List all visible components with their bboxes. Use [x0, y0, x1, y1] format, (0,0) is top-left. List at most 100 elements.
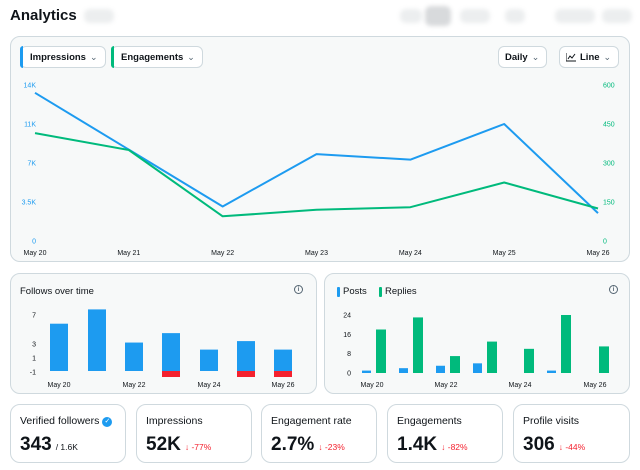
posts-bar — [547, 370, 556, 373]
blurred-control — [505, 9, 525, 23]
impressions-swatch — [20, 46, 23, 68]
y-tick: 1 — [32, 356, 36, 363]
y-left-tick: 3.5K — [22, 200, 37, 207]
stat-engagement-rate[interactable]: Engagement rate 2.7% ↓ -23% — [261, 404, 377, 463]
stat-value: 2.7% — [271, 434, 315, 455]
main-line-chart: 0 0 3.5K 150 7K 300 11K 450 14K 600 May 20 May 21 Ma… — [22, 83, 615, 258]
replies-bar — [487, 341, 497, 373]
stat-verified-followers[interactable]: Verified followers ✓ 343/ 1.6K — [10, 404, 126, 463]
stat-profile-visits[interactable]: Profile visits 306 ↓ -44% — [513, 404, 630, 463]
unfollows-bar — [274, 371, 292, 377]
series-line-engagements — [34, 132, 599, 218]
x-tick: May 24 — [198, 382, 221, 389]
follows-bar — [162, 333, 180, 371]
blurred-control — [425, 6, 451, 26]
x-tick: May 26 — [272, 382, 295, 389]
follows-bar — [50, 323, 68, 371]
header: Analytics — [0, 0, 640, 34]
main-chart-card: Impressions ⌄ Engagements ⌄ Daily ⌄ Line… — [10, 36, 630, 262]
stat-change: ↓ -82% — [441, 442, 468, 452]
replies-bar — [599, 346, 609, 373]
x-tick: May 26 — [584, 382, 607, 389]
y-left-tick: 14K — [24, 83, 37, 90]
stat-value: 1.4K — [397, 434, 438, 455]
stat-change: ↓ -23% — [318, 442, 345, 452]
x-tick: May 24 — [509, 382, 532, 389]
x-tick: May 22 — [435, 382, 458, 389]
y-right-tick: 450 — [603, 122, 615, 129]
y-right-tick: 150 — [603, 200, 615, 207]
y-tick: 7 — [32, 313, 36, 320]
blurred-control — [555, 9, 595, 23]
stat-label: Profile visits — [523, 415, 580, 427]
series-line-impressions — [34, 91, 599, 214]
stat-change: ↓ -77% — [184, 442, 212, 452]
follows-card-title: Follows over time — [20, 286, 94, 297]
chart-type-label: Line — [580, 51, 600, 63]
metric1-label: Impressions — [30, 51, 86, 63]
replies-bar — [376, 329, 386, 373]
x-tick: May 22 — [123, 382, 146, 389]
chevron-down-icon: ⌄ — [603, 51, 612, 62]
posts-swatch — [337, 286, 340, 297]
stat-change: ↓ -44% — [558, 442, 586, 452]
metric2-label: Engagements — [121, 51, 184, 63]
follows-card: Follows over time i -1 1 3 7 May 20 May 22 May… — [10, 273, 317, 394]
blurred-control — [400, 9, 422, 23]
unfollows-bar — [237, 371, 255, 377]
y-tick: 0 — [347, 371, 351, 378]
metric2-dropdown[interactable]: Engagements ⌄ — [111, 46, 203, 68]
replies-bar — [524, 348, 534, 373]
engagements-swatch — [111, 46, 114, 68]
posts-card: Posts Replies i 0 8 16 24 May 20 May 22 May 24… — [324, 273, 630, 394]
posts-bar — [362, 370, 371, 373]
x-tick: May 21 — [117, 250, 140, 257]
y-tick: 3 — [32, 342, 36, 349]
y-tick: -1 — [30, 370, 36, 377]
x-tick: May 25 — [493, 250, 516, 257]
follows-bar — [88, 309, 106, 371]
follows-bar — [274, 349, 292, 371]
legend-posts: Posts — [337, 286, 367, 297]
granularity-dropdown[interactable]: Daily ⌄ — [498, 46, 548, 68]
follows-bar-chart: -1 1 3 7 May 20 May 22 May 24 May 26 — [30, 309, 295, 389]
y-right-tick: 0 — [603, 239, 607, 246]
legend-replies-label: Replies — [385, 286, 417, 297]
stat-value: 52K — [146, 434, 181, 455]
stat-engagements[interactable]: Engagements 1.4K ↓ -82% — [387, 404, 503, 463]
chart-type-dropdown[interactable]: Line ⌄ — [559, 46, 620, 68]
verified-badge-icon: ✓ — [102, 417, 113, 427]
info-icon[interactable]: i — [609, 285, 618, 294]
follows-bar — [125, 342, 143, 371]
stat-value: 306 — [523, 434, 555, 455]
y-right-tick: 600 — [603, 83, 615, 90]
chevron-down-icon: ⌄ — [187, 51, 195, 62]
granularity-label: Daily — [505, 51, 528, 63]
replies-bar — [413, 317, 423, 373]
follows-bar — [237, 341, 255, 371]
metric1-dropdown[interactable]: Impressions ⌄ — [20, 46, 106, 68]
y-tick: 16 — [343, 332, 351, 339]
legend-posts-label: Posts — [343, 286, 367, 297]
x-tick: May 24 — [399, 250, 422, 257]
y-left-tick: 11K — [24, 122, 36, 129]
posts-bar — [399, 368, 408, 373]
stat-impressions[interactable]: Impressions 52K ↓ -77% — [136, 404, 252, 463]
info-icon[interactable]: i — [294, 285, 303, 294]
stat-label: Engagement rate — [271, 415, 352, 427]
blurred-control — [84, 9, 114, 23]
blurred-control — [602, 9, 632, 23]
x-tick: May 20 — [24, 250, 47, 257]
posts-bar — [436, 365, 445, 373]
chevron-down-icon: ⌄ — [531, 51, 540, 62]
x-tick: May 26 — [587, 250, 610, 257]
y-right-tick: 300 — [603, 161, 615, 168]
line-chart-icon — [566, 52, 576, 61]
stat-sub: / 1.6K — [55, 442, 78, 452]
y-tick: 24 — [343, 313, 351, 320]
unfollows-bar — [162, 371, 180, 377]
x-tick: May 22 — [211, 250, 234, 257]
x-tick: May 20 — [48, 382, 71, 389]
x-tick: May 23 — [305, 250, 328, 257]
y-left-tick: 7K — [27, 161, 36, 168]
